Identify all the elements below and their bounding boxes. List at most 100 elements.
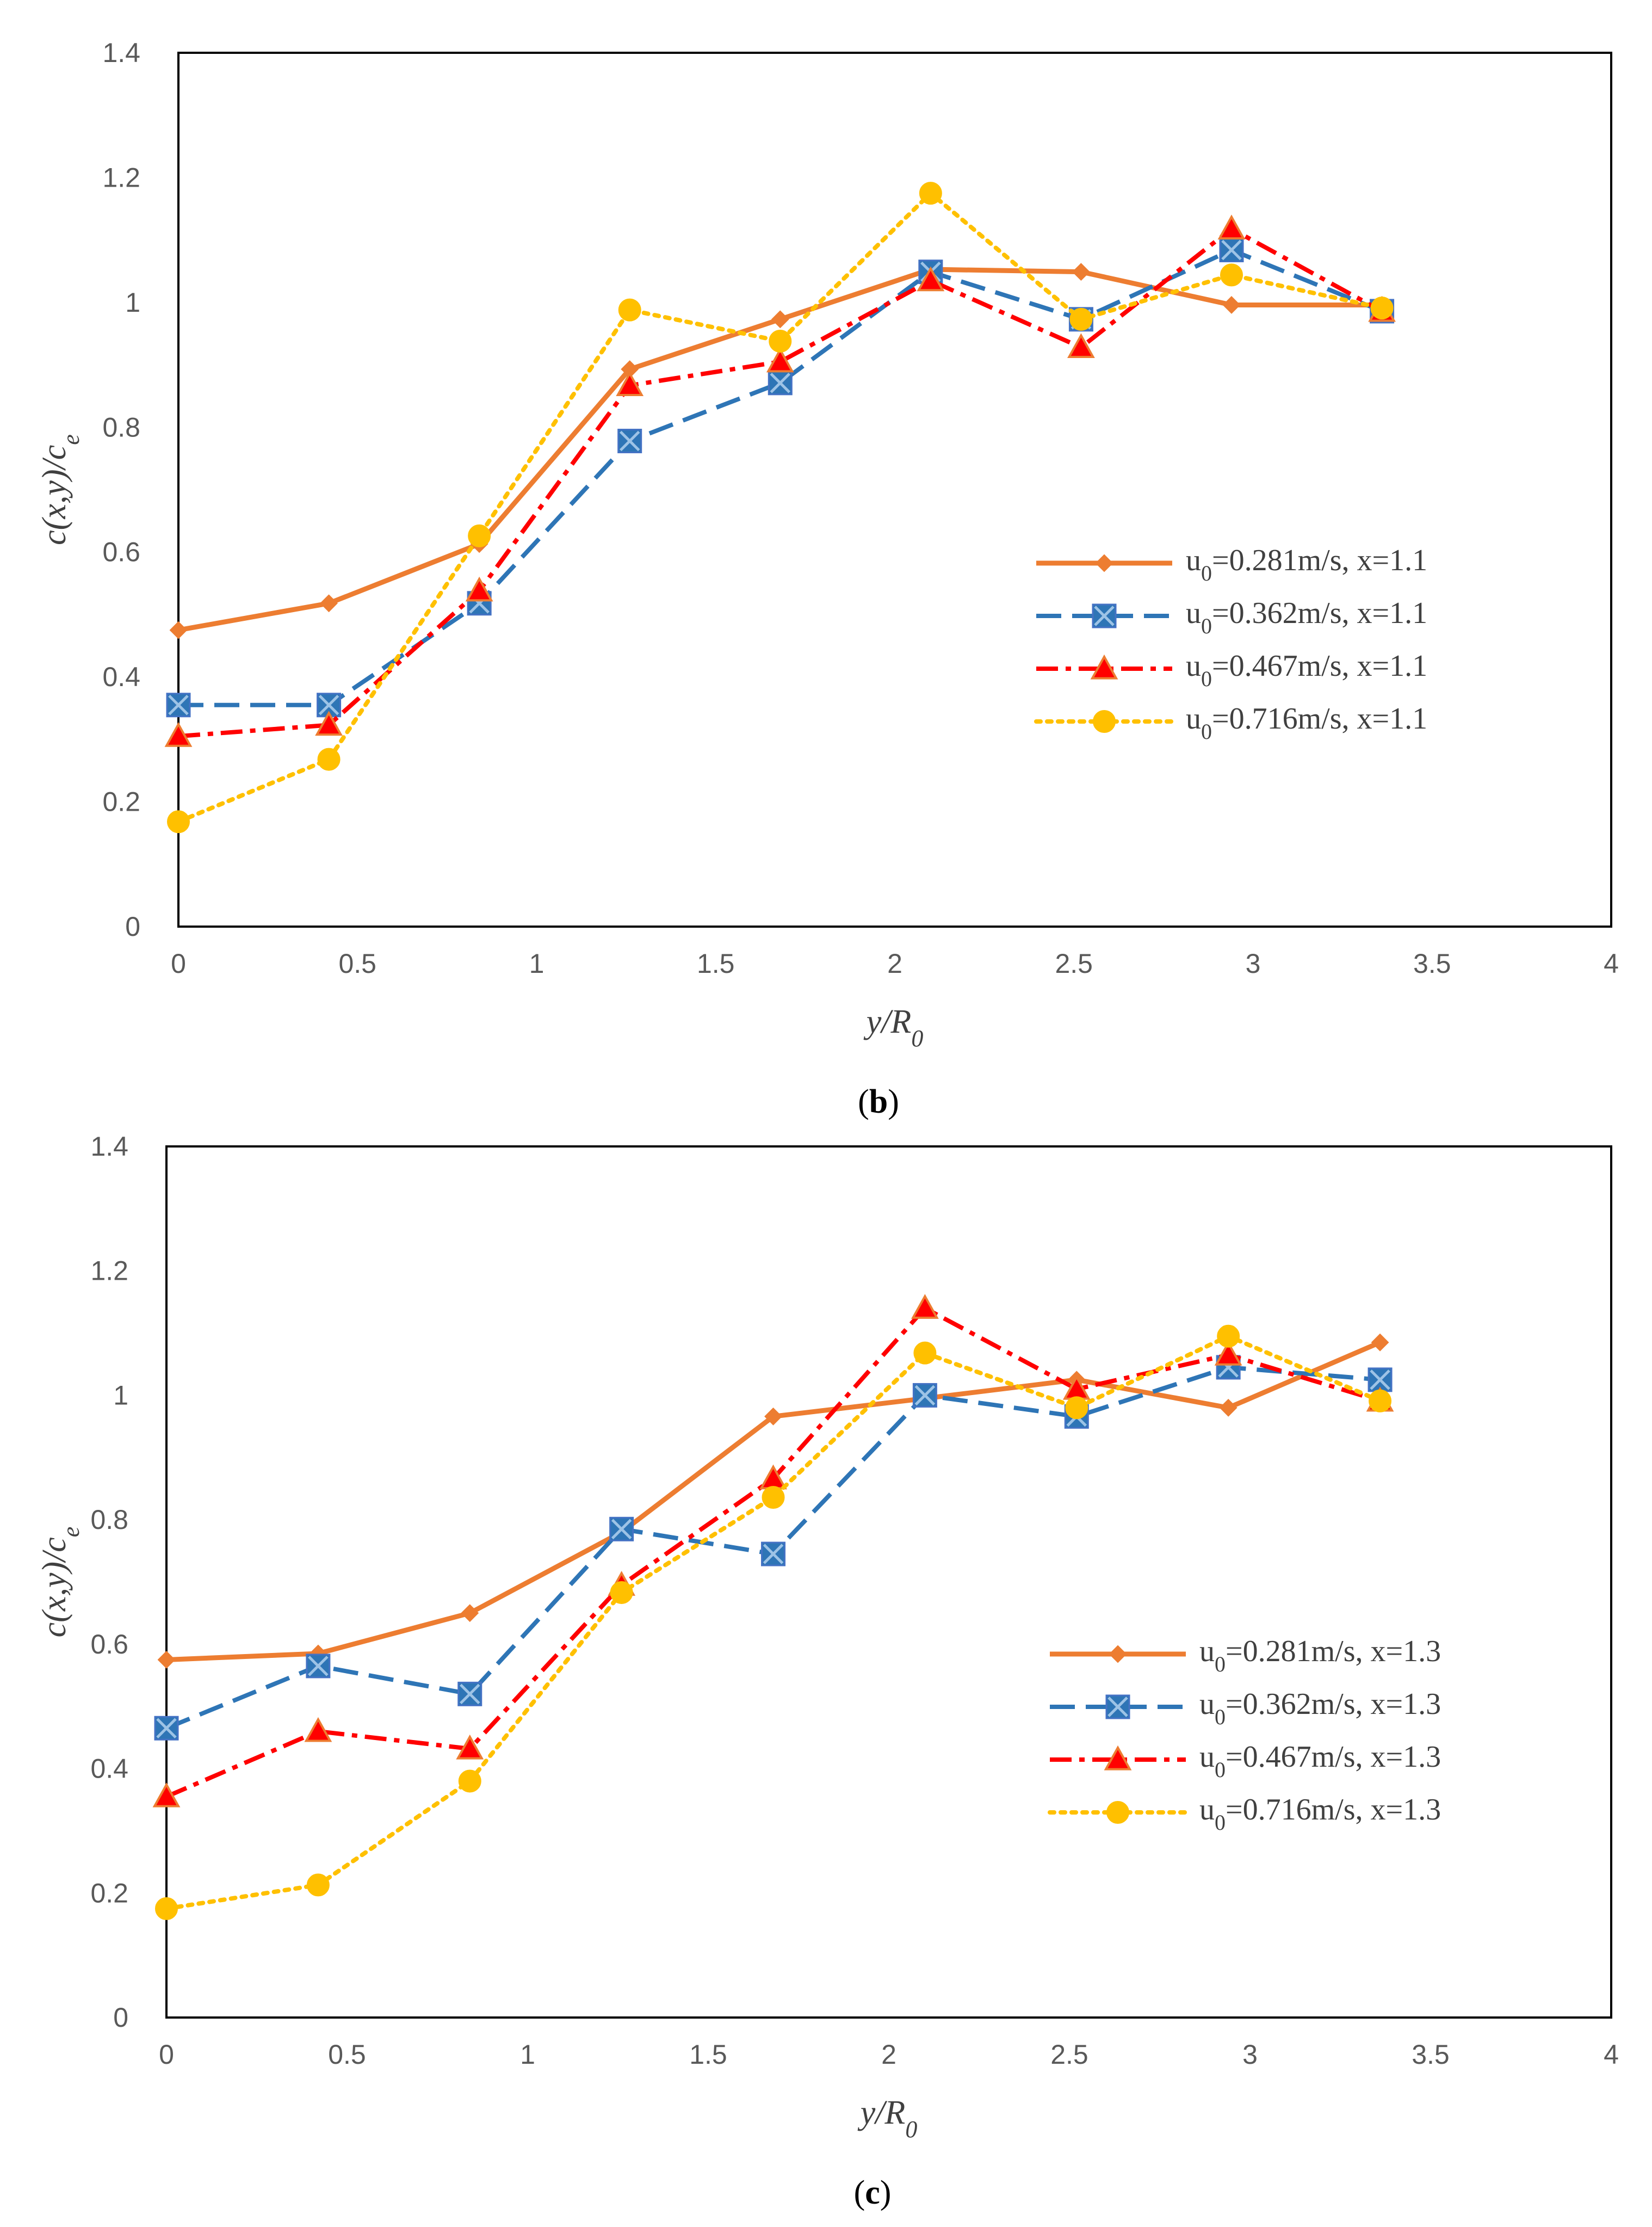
data-point — [913, 1341, 937, 1365]
data-point — [1065, 1396, 1088, 1420]
x-axis-title: y/R0 — [863, 1003, 924, 1052]
y-tick-label: 0.8 — [102, 412, 140, 442]
data-point — [315, 711, 343, 736]
y-axis-title: c(x,y)/ce — [36, 1527, 84, 1638]
plot-area-border — [165, 1145, 1612, 2019]
data-point — [762, 1485, 785, 1509]
legend-marker — [1109, 1645, 1127, 1663]
x-tick-label: 3 — [1242, 2039, 1258, 2070]
chart-panel-b: 0 0.5 1 1.5 2 2.5 3 3.5 4 0 0.2 0.4 0.6 0.8 1 1.2 1.4 y/R… — [36, 38, 1619, 1120]
data-point — [166, 693, 191, 718]
data-point — [1067, 333, 1095, 359]
x-tick-label: 0.5 — [328, 2039, 366, 2070]
x-tick-label: 1.5 — [689, 2039, 727, 2070]
data-point — [609, 1516, 634, 1541]
data-point — [1222, 296, 1241, 314]
y-tick-label: 1.4 — [102, 38, 140, 68]
panel-label: (c) — [854, 2174, 892, 2211]
data-point — [164, 722, 193, 747]
x-tick-label: 2.5 — [1055, 948, 1093, 979]
data-point — [617, 429, 642, 454]
legend-label: u0=0.281m/s, x=1.3 — [1199, 1634, 1441, 1676]
legend: u0=0.281m/s, x=1.1 u0=0.362m/s, x=1.1 u0=0… — [1034, 544, 1427, 744]
data-point — [154, 1716, 179, 1741]
y-tick-label: 0.2 — [90, 1878, 128, 1908]
y-tick-label: 0.6 — [102, 537, 140, 567]
legend-label: u0=0.716m/s, x=1.3 — [1199, 1793, 1441, 1835]
data-point — [306, 1654, 331, 1679]
x-tick-label: 0.5 — [338, 948, 376, 979]
data-point — [917, 266, 945, 292]
data-point — [304, 1717, 332, 1742]
legend-marker — [1095, 554, 1113, 572]
data-point — [152, 1782, 181, 1807]
data-point — [610, 1581, 633, 1604]
legend-label: u0=0.362m/s, x=1.1 — [1186, 596, 1427, 638]
legend-label: u0=0.716m/s, x=1.1 — [1186, 702, 1427, 744]
data-point — [155, 1897, 178, 1920]
chart-panel-c: 0 0.5 1 1.5 2 2.5 3 3.5 4 0 0.2 0.4 0.6 0.8 1 1.2 1.4 y/R… — [36, 1131, 1619, 2211]
y-tick-label: 1 — [113, 1380, 128, 1410]
y-tick-label: 0 — [125, 911, 140, 942]
data-point — [1072, 263, 1090, 281]
legend-marker — [1105, 1694, 1130, 1719]
data-point — [468, 524, 491, 547]
data-point — [616, 371, 644, 397]
x-tick-label: 4 — [1604, 948, 1619, 979]
data-point — [912, 1383, 937, 1408]
legend-label: u0=0.362m/s, x=1.3 — [1199, 1687, 1441, 1729]
x-tick-label: 4 — [1604, 2039, 1619, 2070]
data-point — [1219, 237, 1244, 262]
data-point — [458, 1769, 481, 1793]
plot-area-border — [177, 52, 1612, 928]
legend-marker — [1106, 1801, 1129, 1824]
y-tick-label: 0 — [113, 2002, 128, 2033]
data-point — [919, 182, 942, 205]
data-point — [764, 1407, 782, 1426]
x-tick-label: 1 — [529, 948, 545, 979]
legend-label: u0=0.281m/s, x=1.1 — [1186, 544, 1427, 585]
series-3 — [164, 214, 1396, 747]
x-tick-label: 3.5 — [1413, 948, 1451, 979]
series-1 — [157, 1333, 1389, 1669]
data-point — [1219, 1398, 1238, 1417]
series-line — [178, 226, 1383, 739]
series-line — [164, 1334, 1383, 1911]
y-tick-label: 0.8 — [90, 1504, 128, 1535]
x-tick-label: 1.5 — [697, 948, 735, 979]
x-tick-label: 3 — [1246, 948, 1261, 979]
y-tick-label: 1.4 — [90, 1131, 128, 1162]
y-tick-label: 0.2 — [102, 787, 140, 817]
data-point — [306, 1873, 330, 1897]
x-tick-label: 3.5 — [1412, 2039, 1450, 2070]
legend-label: u0=0.467m/s, x=1.1 — [1186, 649, 1427, 691]
data-point — [1369, 1389, 1392, 1412]
series-line — [178, 248, 1383, 707]
panel-label: (b) — [858, 1083, 899, 1120]
legend-marker — [1092, 603, 1117, 628]
data-point — [1069, 307, 1093, 331]
x-tick-label: 2 — [887, 948, 902, 979]
y-tick-label: 1 — [125, 287, 140, 318]
data-point — [768, 371, 793, 396]
data-point — [317, 748, 341, 771]
y-tick-label: 0.4 — [102, 662, 140, 692]
y-tick-label: 0.6 — [90, 1629, 128, 1660]
x-tick-label: 0 — [171, 948, 186, 979]
data-point — [465, 576, 493, 602]
data-point — [769, 329, 792, 353]
data-point — [618, 298, 641, 322]
y-tick-label: 0.4 — [90, 1754, 128, 1784]
data-point — [1214, 1340, 1242, 1366]
data-point — [1217, 1324, 1240, 1348]
series-3 — [152, 1294, 1394, 1807]
x-axis-title: y/R0 — [857, 2094, 918, 2143]
data-point — [320, 594, 338, 613]
x-tick-label: 2 — [881, 2039, 896, 2070]
data-point — [1217, 214, 1246, 240]
legend-marker — [1090, 654, 1118, 680]
x-tick-label: 0 — [159, 2039, 174, 2070]
data-point — [456, 1734, 484, 1760]
